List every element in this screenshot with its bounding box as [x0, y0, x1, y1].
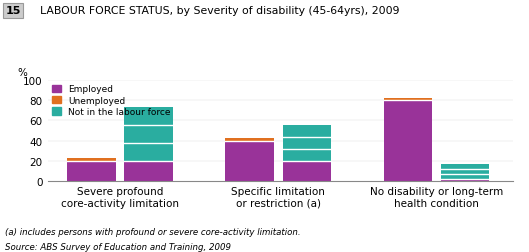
Y-axis label: %: %: [17, 68, 27, 78]
Bar: [282, 161, 331, 181]
Text: LABOUR FORCE STATUS, by Severity of disability (45-64yrs), 2009: LABOUR FORCE STATUS, by Severity of disa…: [40, 6, 399, 16]
Bar: [441, 164, 489, 179]
Bar: [384, 99, 432, 101]
Bar: [124, 161, 173, 181]
Bar: [225, 138, 274, 141]
Text: (a) includes persons with profound or severe core-activity limitation.: (a) includes persons with profound or se…: [5, 227, 301, 236]
Bar: [225, 141, 274, 181]
Bar: [67, 158, 116, 161]
Bar: [282, 126, 331, 161]
Text: 15: 15: [5, 6, 21, 16]
Text: Source: ABS Survey of Education and Training, 2009: Source: ABS Survey of Education and Trai…: [5, 242, 231, 251]
Bar: [67, 161, 116, 181]
Bar: [384, 101, 432, 181]
Legend: Employed, Unemployed, Not in the labour force: Employed, Unemployed, Not in the labour …: [52, 85, 171, 116]
Bar: [441, 179, 489, 181]
Bar: [124, 108, 173, 161]
